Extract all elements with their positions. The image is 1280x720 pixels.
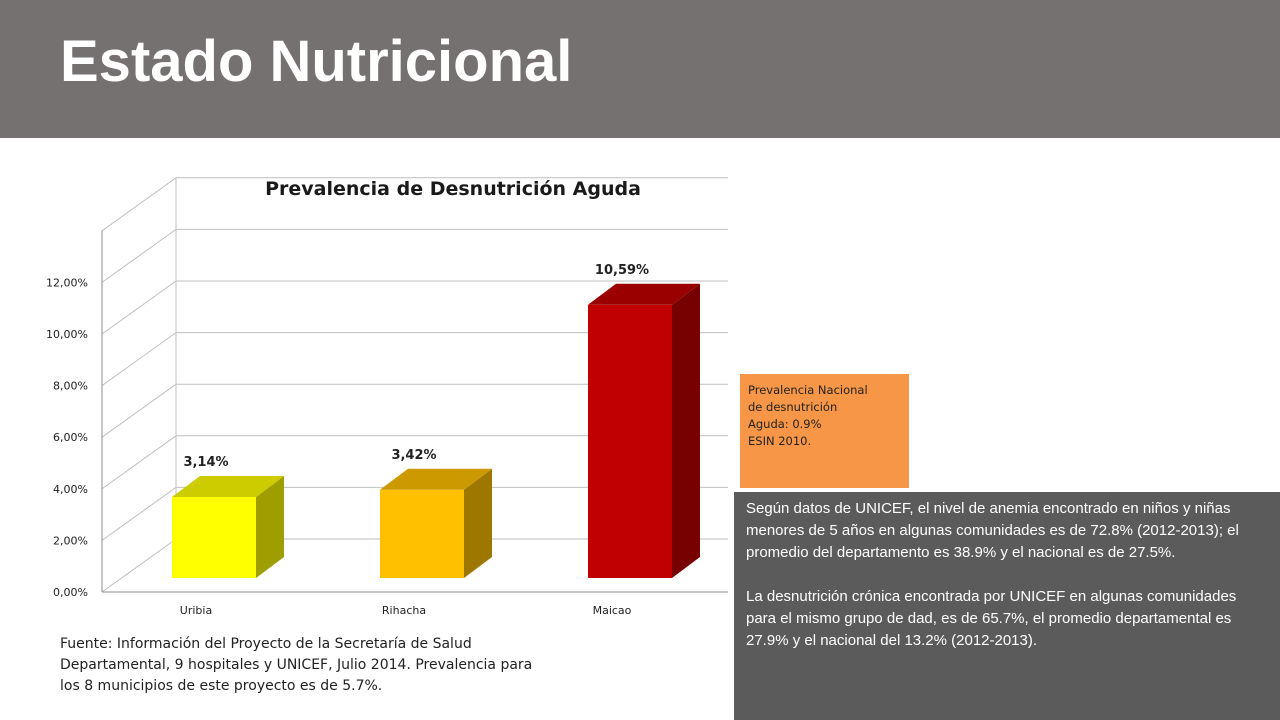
x-category-label: Rihacha [382, 604, 426, 617]
national-prevalence-note: Prevalencia Nacional de desnutrición Agu… [740, 374, 909, 488]
data-label: 3,14% [183, 455, 228, 470]
bar-chart: Prevalencia de Desnutrición Aguda 0,00% 2… [46, 177, 728, 617]
national-note-line: de desnutrición [748, 400, 838, 414]
y-tick-label: 8,00% [53, 380, 88, 393]
y-axis-ticks: 0,00% 2,00% 4,00% 6,00% 8,00% 10,00% 12,00% [46, 276, 88, 599]
y-tick-label: 2,00% [53, 534, 88, 547]
x-category-label: Maicao [593, 604, 632, 617]
chart-axes [101, 177, 728, 593]
bar-uribia [172, 475, 284, 578]
gridline-diagonal [101, 177, 177, 232]
bar-front-face [380, 489, 464, 578]
y-tick-label: 4,00% [53, 483, 88, 496]
bar-side-face [256, 475, 284, 578]
gridline-diagonal [101, 332, 177, 387]
gridline-diagonal [101, 383, 177, 438]
bar-maicao [588, 283, 700, 578]
y-tick-label: 0,00% [53, 586, 88, 599]
bar-side-face [464, 468, 492, 578]
bar-top-face [380, 468, 492, 490]
chart-title: Prevalencia de Desnutrición Aguda [265, 178, 641, 200]
page-title: Estado Nutricional [60, 29, 573, 94]
bar-front-face [588, 304, 672, 578]
title-bar: Estado Nutricional [0, 0, 1280, 138]
national-note-line: Aguda: 0.9% [748, 417, 822, 431]
national-note-line: ESIN 2010. [748, 434, 812, 448]
gridline-diagonal [101, 280, 177, 335]
bar-front-face [172, 496, 256, 578]
data-labels: 3,14% 3,42% 10,59% [183, 263, 649, 470]
chart-bars [172, 283, 700, 578]
x-category-label: Uribia [180, 604, 212, 617]
chronic-malnutrition-paragraph: La desnutrición crónica encontrada por U… [746, 588, 1237, 649]
national-note-line: Prevalencia Nacional [748, 383, 868, 397]
bar-side-face [672, 283, 700, 578]
unicef-info-box: Según datos de UNICEF, el nivel de anemi… [734, 492, 1280, 720]
gridline-diagonal [101, 228, 177, 283]
y-tick-label: 10,00% [46, 328, 88, 341]
source-note: Fuente: Información del Proyecto de la S… [60, 636, 533, 694]
bar-top-face [172, 475, 284, 497]
x-axis-categories: Uribia Rihacha Maicao [180, 604, 632, 617]
y-tick-label: 12,00% [46, 276, 88, 289]
gridline-diagonal [101, 486, 177, 541]
gridline-diagonal [101, 435, 177, 490]
bar-rihacha [380, 468, 492, 578]
data-label: 10,59% [595, 263, 649, 278]
anemia-paragraph: Según datos de UNICEF, el nivel de anemi… [746, 500, 1239, 561]
gridline-diagonal [101, 538, 177, 593]
y-tick-label: 6,00% [53, 431, 88, 444]
bar-top-face [588, 283, 700, 305]
data-label: 3,42% [391, 448, 436, 463]
